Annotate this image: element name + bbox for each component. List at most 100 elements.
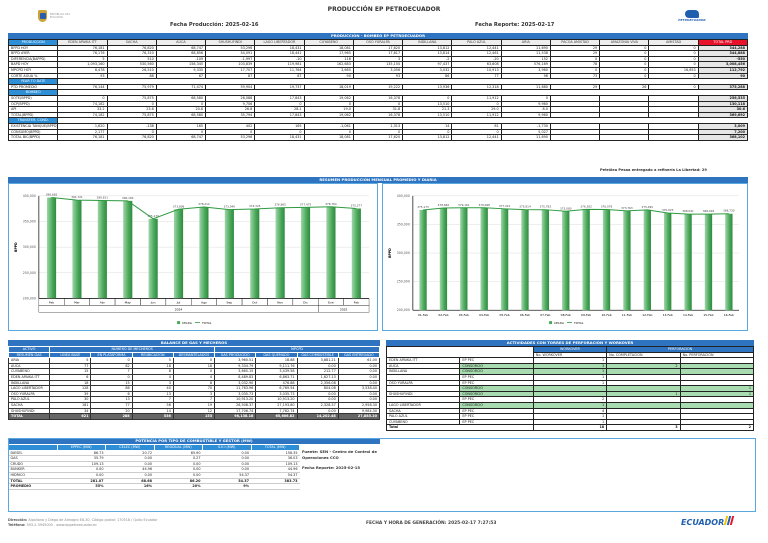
cell: 20.72 [105, 450, 154, 457]
cell: 383.73 [251, 478, 300, 485]
report-date: Fecha Reporte: 2025-02-17 [475, 22, 555, 28]
cell: 4 [532, 407, 608, 415]
svg-text:03-Feb: 03-Feb [459, 313, 469, 317]
section-label: YEAR TO DATE [7, 78, 59, 85]
power-source-info: Fuente: SEN - Centro de Control de Opera… [302, 449, 380, 471]
cell: 17,620 [352, 134, 404, 141]
svg-text:377,475: 377,475 [300, 202, 312, 206]
svg-text:375,495: 375,495 [642, 205, 654, 209]
operator-type: EP PEC [459, 413, 534, 420]
cell: 1 [679, 385, 755, 392]
svg-text:370,023: 370,023 [662, 208, 674, 212]
svg-text:01-Feb: 01-Feb [418, 313, 428, 317]
svg-text:Sep: Sep [227, 300, 233, 304]
row-label: PROMEDIO [8, 483, 57, 490]
petroecuador-logo: PETROECUADOR [672, 10, 712, 26]
svg-text:05-Feb: 05-Feb [500, 313, 510, 317]
cell: 0.00 [57, 466, 106, 473]
cell: 112,792 [697, 67, 749, 74]
svg-text:378,212: 378,212 [198, 202, 210, 206]
activities-table: WORKOVER PERFORACION No. WORKOVER No. COMPL… [385, 345, 755, 431]
cell: 0.00 [337, 390, 381, 398]
table-row: INDILLANA CONSORCIO 1 [385, 368, 755, 375]
svg-text:390,811: 390,811 [97, 196, 109, 200]
svg-text:08-Feb: 08-Feb [561, 313, 571, 317]
cell: 0.00 [105, 472, 154, 479]
svg-text:400,000: 400,000 [397, 194, 410, 198]
government-logo: REPÚBLICA DEL ECUADOR [38, 8, 80, 24]
table-row: PALO AZUL EP PEC 1 [385, 413, 755, 420]
cell: 0.00 [337, 362, 381, 370]
operator-type: CONSORCIO [459, 401, 534, 409]
row-label: GAS [8, 455, 57, 462]
cell: 68,747 [155, 134, 207, 141]
cell: 44.96 [105, 466, 154, 473]
cell: 76,181 [57, 134, 108, 141]
cell: 109.13 [251, 461, 300, 468]
cell: 3,538.40 [337, 385, 381, 392]
cell: 0.00 [202, 461, 251, 468]
svg-text:Jul: Jul [176, 300, 181, 304]
operator-type: EP PEC [459, 374, 534, 381]
cell: 0.00 [105, 455, 154, 462]
production-date: Fecha Producción: 2025-02-16 [170, 22, 259, 28]
total-row: Total 18 3 2 [386, 424, 755, 431]
activities-title-bar: ACTIVIDADES CON TORRES DE PERFORACIÓN Y … [386, 340, 754, 346]
cell: 1 [532, 368, 608, 375]
power-title-bar: POTENCIA POR TIPO DE COMBUSTIBLE Y GESTO… [8, 438, 380, 444]
cell: 2 [532, 396, 608, 403]
table-row: CORTE AGUA % 93 88 67 87 87 90 93 86 77 98 73 0 0 90 [7, 72, 749, 80]
cell: 86.20 [154, 478, 203, 485]
table-row: CUYABENO 15 7 8 0 3,665.15 3,439.58 212.77 0.00 [7, 368, 381, 375]
svg-text:378,682: 378,682 [438, 203, 450, 207]
svg-text:373,763: 373,763 [621, 206, 633, 210]
svg-text:390,182: 390,182 [122, 196, 134, 200]
table-row: TOTAL 621 288 536 153 98,138.18 65,606.82 14,20… [7, 413, 381, 420]
table-row: OSO YURALPA EP PEC 1 [385, 379, 755, 387]
section-label: TRANSFER. COND. [7, 117, 59, 124]
shield-icon [38, 10, 47, 22]
section-row: YEAR TO DATE [7, 78, 748, 85]
cell [679, 401, 755, 409]
cell [679, 374, 755, 381]
cell [679, 362, 755, 370]
svg-text:374,325: 374,325 [249, 204, 261, 208]
svg-text:368,730: 368,730 [723, 209, 735, 213]
svg-text:04-Feb: 04-Feb [479, 313, 489, 317]
svg-text:368,041: 368,041 [682, 209, 694, 213]
table-row: TOTAL(BPPD) 74,182 75,875 68,580 35,794 17,84… [7, 111, 749, 119]
svg-text:376,865: 376,865 [274, 203, 286, 207]
cell: 65,606.82 [255, 413, 298, 420]
ecuador-brand-logo: ECUADOR [680, 516, 735, 527]
section-row: BOMBEO [7, 89, 748, 96]
section-label: BOMBEO [7, 89, 59, 96]
svg-text:Feb: Feb [49, 300, 54, 304]
table-row: EDEN APAIKA ITT 6 0 4 4 8,489.83 6,863.71 1,627… [7, 374, 381, 381]
svg-text:Oct: Oct [252, 300, 258, 304]
cell: 54.37 [202, 472, 251, 479]
svg-text:2024: 2024 [175, 307, 183, 311]
svg-text:15-Feb: 15-Feb [703, 313, 713, 317]
cell: 109.13 [57, 461, 106, 468]
operator-type: EP PEC [459, 379, 534, 387]
svg-text:379,161: 379,161 [458, 203, 470, 207]
table-row: EP PEC 2 [385, 396, 755, 403]
svg-text:378,764: 378,764 [325, 202, 337, 206]
operator-type: EP PEC [459, 418, 534, 426]
blank-cell [386, 345, 534, 359]
table-row: SOTE(BPPD) 0 75,875 68,580 26,088 17,843 19,06… [7, 94, 749, 102]
gas-balance-section: BALANCE DE GAS Y MECHEROS ACTIVO NUMERO D… [7, 340, 381, 420]
cell: 1 [532, 418, 608, 426]
svg-text:379,098: 379,098 [478, 203, 490, 207]
svg-text:373,080: 373,080 [560, 206, 572, 210]
column-header: EN PLATAFORMA [90, 351, 133, 359]
cell: 0.00 [337, 368, 381, 375]
svg-text:TOTAL: TOTAL [201, 321, 212, 325]
table-row: SHUSHUFINDI 34 20 14 12 17,706.74 7,762.74 0.00… [7, 407, 381, 415]
daily-production-chart: 200,000 250,000 300,000 350,000 400,000 BPPD 3… [382, 183, 748, 331]
row-label: CRUDO [8, 461, 57, 468]
cell: 158.35 [251, 450, 300, 457]
table-row: PROMEDIO 55% 16% 20% 9% [8, 483, 300, 490]
cell: 36.03 [251, 455, 300, 462]
operator-type: CONSORCIO [459, 368, 534, 375]
